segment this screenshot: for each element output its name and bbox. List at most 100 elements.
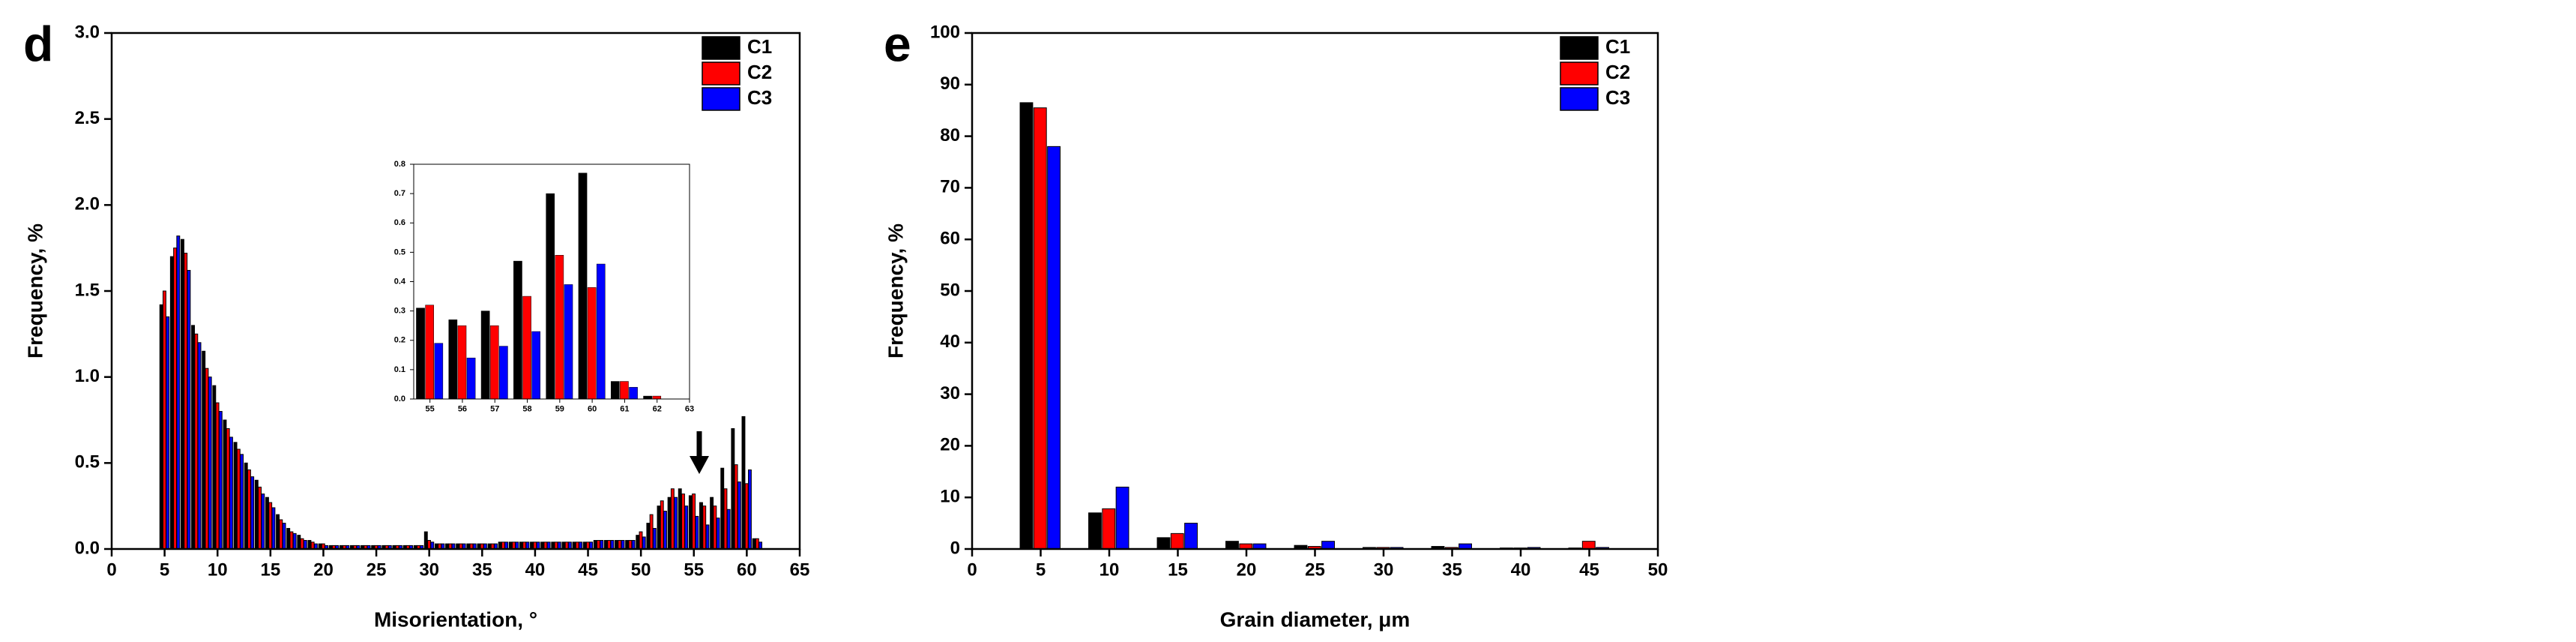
x-tick-label: 30 — [1374, 560, 1394, 580]
bar — [187, 269, 191, 550]
bar — [710, 496, 714, 550]
bar — [593, 540, 597, 550]
bar — [744, 483, 749, 550]
bar — [551, 542, 555, 550]
legend-swatch — [702, 62, 740, 86]
bar — [546, 193, 555, 400]
bar — [530, 542, 534, 550]
plot: 55 56 57 58 59 60 61 62 63 0.0 0.1 0.2 0.3 0.4 0.5 0.6 0… — [394, 160, 694, 414]
bar — [240, 454, 244, 550]
bar — [212, 385, 217, 550]
y-tick-label: 40 — [940, 332, 960, 352]
bar — [1047, 146, 1061, 550]
bar — [218, 411, 223, 550]
bar — [1102, 508, 1116, 550]
bar — [625, 540, 630, 550]
bar — [297, 535, 301, 550]
bar — [184, 253, 188, 550]
x-axis-title: Misorientation, ° — [374, 608, 537, 631]
x-tick-label: 5 — [1036, 560, 1046, 580]
bar — [643, 395, 652, 400]
bar — [480, 310, 490, 400]
bar — [194, 333, 199, 550]
arrow-head — [690, 456, 709, 474]
y-axis-title: Frequency, % — [23, 224, 46, 358]
bar — [159, 304, 163, 550]
y-tick-label: 0 — [950, 538, 960, 558]
bar — [741, 416, 746, 550]
panel-label: e — [884, 16, 911, 71]
bar — [268, 502, 273, 550]
bar — [1321, 541, 1335, 550]
bar — [597, 540, 600, 550]
legend-swatch — [1560, 87, 1599, 111]
bar — [720, 467, 725, 550]
bar — [254, 479, 259, 550]
bar — [695, 515, 699, 550]
bar — [1225, 541, 1239, 550]
bar — [649, 514, 654, 550]
bar — [582, 542, 587, 550]
bar — [208, 376, 212, 550]
bar — [1170, 532, 1184, 550]
bar — [758, 542, 763, 550]
bar — [702, 506, 707, 550]
bar — [250, 476, 255, 550]
bar — [1156, 537, 1171, 550]
bar — [636, 535, 640, 550]
x-tick-label: 56 — [458, 405, 467, 414]
legend-swatch — [702, 87, 740, 111]
bar — [205, 368, 209, 550]
legend-label: C1 — [747, 35, 772, 58]
bar — [603, 540, 608, 550]
y-tick-label: 0.5 — [394, 248, 405, 256]
bar — [310, 542, 315, 550]
bar — [519, 542, 523, 550]
bar — [546, 542, 551, 550]
x-tick-label: 57 — [490, 405, 499, 414]
bar — [674, 496, 678, 550]
bar — [652, 395, 662, 400]
bar — [513, 260, 522, 400]
bar — [621, 540, 625, 550]
bar — [423, 531, 428, 550]
bar — [755, 538, 759, 550]
x-tick-label: 45 — [578, 560, 598, 580]
bar — [652, 527, 657, 550]
y-tick-label: 0.0 — [75, 538, 100, 558]
bar — [215, 402, 220, 550]
bar — [554, 542, 558, 550]
bar — [585, 542, 590, 550]
y-tick-label: 10 — [940, 487, 960, 507]
x-axis-title: Grain diameter, μm — [1220, 608, 1411, 631]
bar — [615, 540, 618, 550]
bar — [162, 290, 166, 550]
bar — [684, 506, 689, 550]
bar — [587, 287, 597, 400]
x-tick-label: 59 — [555, 405, 564, 414]
x-tick-label: 15 — [260, 560, 280, 580]
bar — [748, 470, 752, 550]
bar — [247, 470, 251, 550]
bar — [610, 381, 620, 400]
legend-label: C1 — [1605, 35, 1630, 58]
x-tick-label: 20 — [313, 560, 334, 580]
bar — [525, 542, 530, 550]
x-tick-label: 55 — [426, 405, 435, 414]
bar — [466, 357, 476, 400]
bar — [279, 519, 283, 550]
bar — [681, 494, 685, 550]
x-tick-label: 62 — [653, 405, 662, 414]
y-tick-label: 0.7 — [394, 189, 405, 198]
bar — [166, 316, 170, 550]
bar — [716, 518, 720, 550]
x-tick-label: 35 — [1442, 560, 1462, 580]
bar — [657, 506, 661, 550]
bar — [660, 500, 664, 550]
bar — [1019, 102, 1034, 550]
bar — [629, 387, 638, 400]
bar — [271, 507, 276, 550]
bar — [620, 381, 629, 400]
bar — [531, 331, 540, 400]
